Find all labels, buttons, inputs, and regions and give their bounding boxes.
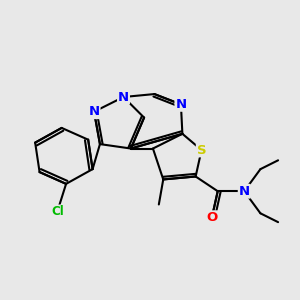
Text: N: N [88,105,100,118]
Text: N: N [239,185,250,198]
Text: N: N [176,98,187,111]
Text: O: O [206,211,218,224]
Text: S: S [197,143,206,157]
Text: Cl: Cl [51,205,64,218]
Text: N: N [118,91,129,103]
